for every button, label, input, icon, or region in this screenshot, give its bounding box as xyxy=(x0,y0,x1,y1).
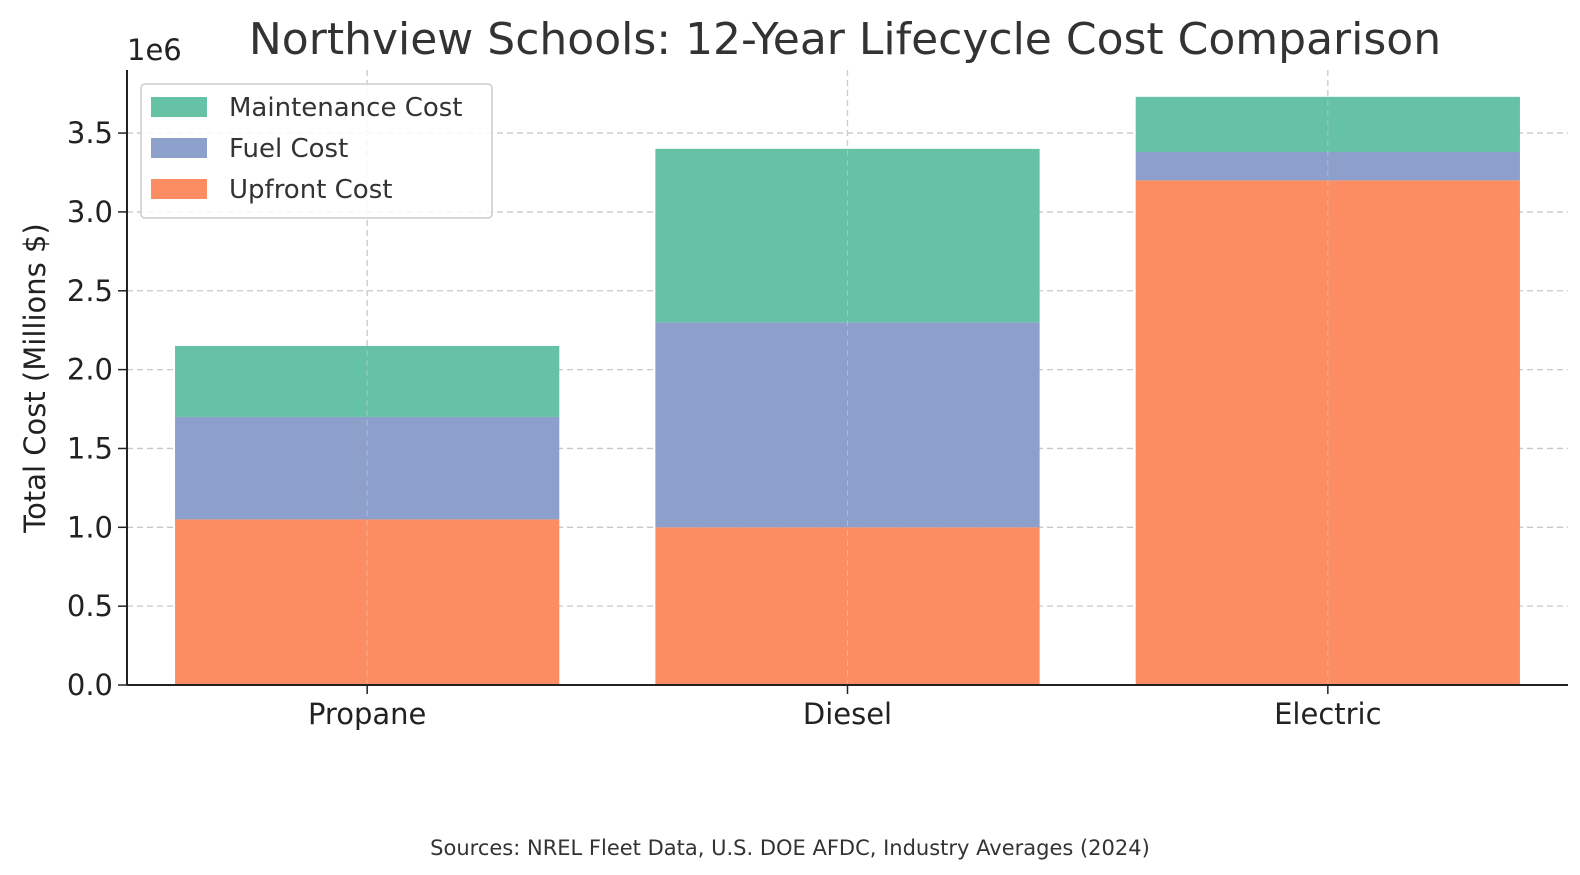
legend-swatch xyxy=(151,179,207,199)
ticks: 0.0 0.5 1.0 1.5 2.0 2.5 3.0 3.5 Propane Diesel Ele… xyxy=(67,116,1382,731)
y-tick-label: 0.5 xyxy=(67,589,113,623)
legend: Maintenance Cost Fuel Cost Upfront Cost xyxy=(140,83,493,219)
x-tick-label: Diesel xyxy=(803,697,892,731)
y-tick-label: 1.0 xyxy=(67,510,113,544)
y-axis-label: Total Cost (Millions $) xyxy=(18,223,52,533)
y-tick-label: 0.0 xyxy=(67,668,113,702)
legend-swatch xyxy=(151,97,207,117)
legend-swatch xyxy=(151,138,207,158)
y-tick-label: 3.5 xyxy=(67,116,113,150)
y-offset-label: 1e6 xyxy=(127,33,182,67)
source-note: Sources: NREL Fleet Data, U.S. DOE AFDC,… xyxy=(430,836,1150,860)
legend-label: Fuel Cost xyxy=(229,134,348,164)
y-tick-label: 1.5 xyxy=(67,431,113,465)
legend-label: Maintenance Cost xyxy=(229,93,463,123)
y-tick-label: 2.0 xyxy=(67,353,113,387)
y-tick-label: 2.5 xyxy=(67,274,113,308)
bars xyxy=(175,70,1520,685)
chart-title: Northview Schools: 12-Year Lifecycle Cos… xyxy=(249,14,1441,65)
legend-frame xyxy=(140,83,493,219)
x-tick-label: Propane xyxy=(308,697,426,731)
x-tick-label: Electric xyxy=(1274,697,1381,731)
y-tick-label: 3.0 xyxy=(67,195,113,229)
legend-label: Upfront Cost xyxy=(229,175,392,205)
bar-electric-fuel-cost xyxy=(1135,152,1520,181)
